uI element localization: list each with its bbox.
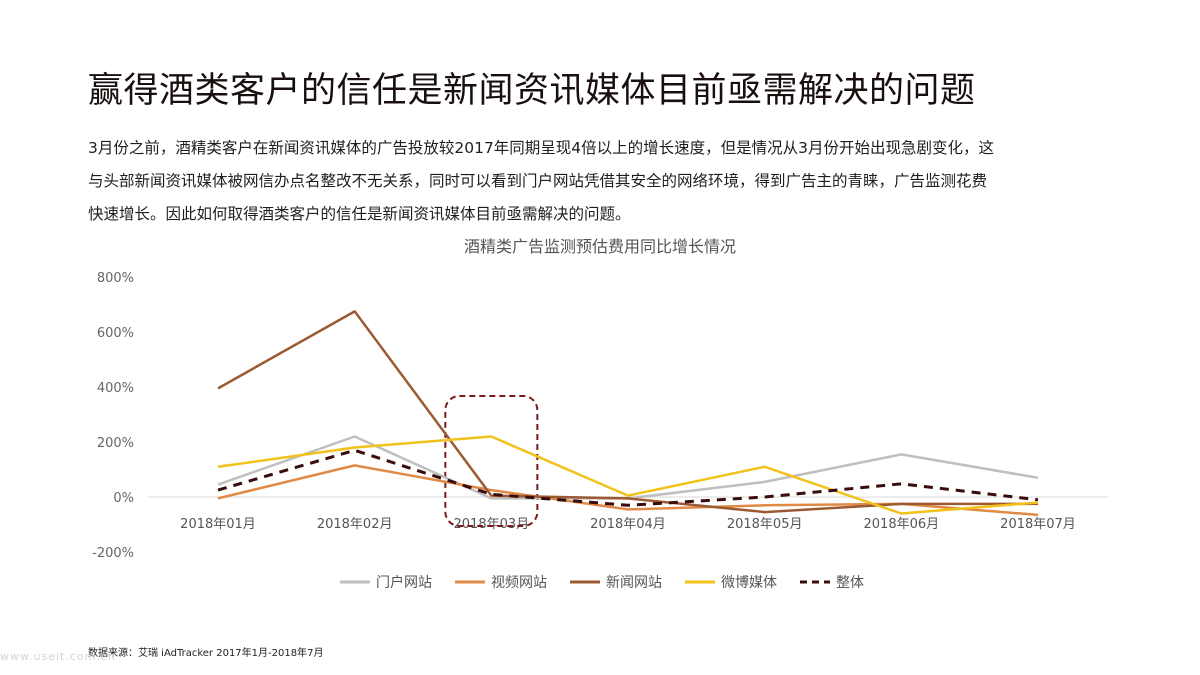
legend-label: 门户网站 — [376, 574, 432, 591]
series-line-4 — [217, 448, 1039, 507]
legend-label: 新闻网站 — [606, 575, 662, 591]
slide-title: 赢得酒类客户的信任是新闻资讯媒体目前亟需解决的问题 — [88, 71, 976, 111]
series-lines — [217, 310, 1039, 517]
y-tick-label: 800% — [97, 271, 134, 286]
x-tick-label: 2018年01月 — [180, 517, 256, 532]
legend-label: 微博媒体 — [721, 574, 777, 591]
y-tick-label: -200% — [92, 546, 134, 561]
legend-label: 整体 — [836, 575, 864, 591]
legend-label: 视频网站 — [491, 575, 547, 591]
x-tick-label: 2018年06月 — [864, 517, 940, 532]
x-tick-label: 2018年07月 — [1000, 517, 1076, 532]
x-axis-labels: 2018年01月 2018年02月 2018年03月 2018年04月 2018年05月… — [180, 517, 1076, 532]
y-tick-label: 200% — [97, 436, 134, 451]
x-tick-label: 2018年04月 — [590, 517, 666, 532]
y-tick-label: 400% — [97, 381, 134, 396]
y-axis-labels: 800% 600% 400% 200% 0% -200% — [92, 271, 134, 561]
x-tick-label: 2018年02月 — [317, 517, 393, 532]
watermark: www.useit.com.cn — [0, 650, 116, 663]
y-tick-label: 600% — [97, 326, 134, 341]
chart-title: 酒精类广告监测预估费用同比增长情况 — [464, 237, 736, 256]
highlight-box — [444, 395, 539, 527]
legend: 门户网站 视频网站 新闻网站 微博媒体 整体 — [340, 574, 864, 591]
paragraph-line-3: 快速增长。因此如何取得酒类客户的信任是新闻资讯媒体目前亟需解决的问题。 — [88, 205, 631, 223]
x-tick-label: 2018年05月 — [727, 517, 803, 532]
series-line-1 — [217, 464, 1039, 517]
series-line-3 — [217, 435, 1039, 515]
paragraph-line-1: 3月份之前，酒精类客户在新闻资讯媒体的广告投放较2017年同期呈现4倍以上的增长… — [88, 139, 995, 157]
series-line-2 — [217, 310, 1038, 514]
paragraph-line-2: 与头部新闻资讯媒体被网信办点名整改不无关系，同时可以看到门户网站凭借其安全的网络… — [88, 172, 988, 190]
data-source-note: 数据来源：艾瑞 iAdTracker 2017年1月-2018年7月 — [88, 648, 324, 659]
x-tick-label: 2018年03月 — [454, 517, 530, 532]
y-tick-label: 0% — [113, 491, 134, 506]
summary-paragraph: 3月份之前，酒精类客户在新闻资讯媒体的广告投放较2017年同期呈现4倍以上的增长… — [88, 132, 1118, 231]
